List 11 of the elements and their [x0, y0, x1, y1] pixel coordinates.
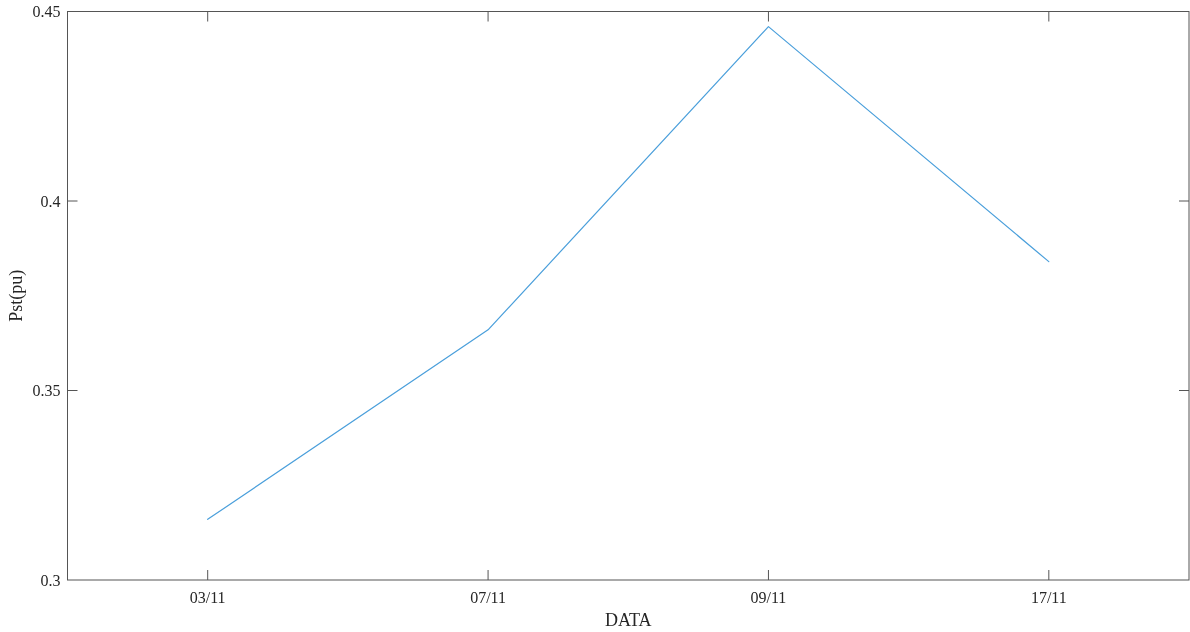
x-tick-label: 07/11	[470, 589, 506, 606]
y-tick-label: 0.3	[40, 571, 61, 589]
x-tick-label: 17/11	[1030, 589, 1067, 606]
y-tick-label: 0.45	[32, 3, 61, 21]
y-tick-label: 0.35	[32, 382, 61, 400]
y-axis-title: Pst(pu)	[6, 269, 27, 322]
line-series	[207, 26, 1050, 520]
x-tick-label: 03/11	[189, 589, 226, 606]
y-tick-label: 0.4	[40, 192, 61, 210]
x-axis-title: DATA	[604, 610, 652, 630]
x-tick-label: 09/11	[750, 589, 787, 606]
